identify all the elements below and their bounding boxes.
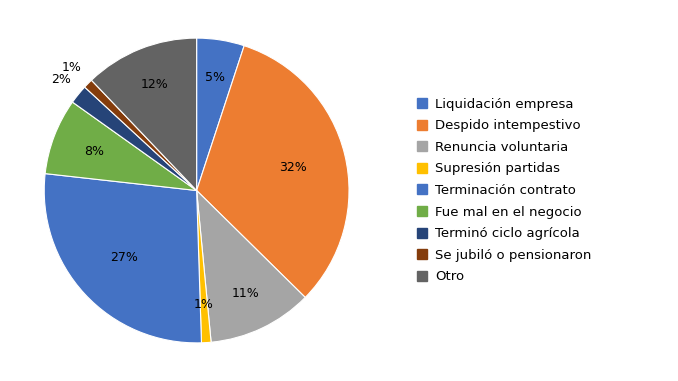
Wedge shape	[197, 46, 349, 298]
Text: 1%: 1%	[194, 298, 214, 311]
Wedge shape	[92, 38, 197, 190]
Text: 8%: 8%	[84, 145, 104, 158]
Text: 2%: 2%	[51, 74, 71, 86]
Text: 11%: 11%	[232, 287, 260, 300]
Text: 32%: 32%	[279, 161, 306, 174]
Wedge shape	[197, 190, 211, 343]
Wedge shape	[197, 38, 244, 190]
Text: 27%: 27%	[110, 251, 138, 264]
Text: 5%: 5%	[205, 71, 224, 84]
Wedge shape	[45, 102, 197, 190]
Wedge shape	[197, 190, 305, 342]
Text: 12%: 12%	[140, 78, 168, 91]
Wedge shape	[44, 174, 201, 343]
Wedge shape	[85, 80, 197, 190]
Text: 1%: 1%	[62, 61, 81, 74]
Legend: Liquidación empresa, Despido intempestivo, Renuncia voluntaria, Supresión partid: Liquidación empresa, Despido intempestiv…	[413, 94, 595, 287]
Wedge shape	[73, 87, 197, 190]
